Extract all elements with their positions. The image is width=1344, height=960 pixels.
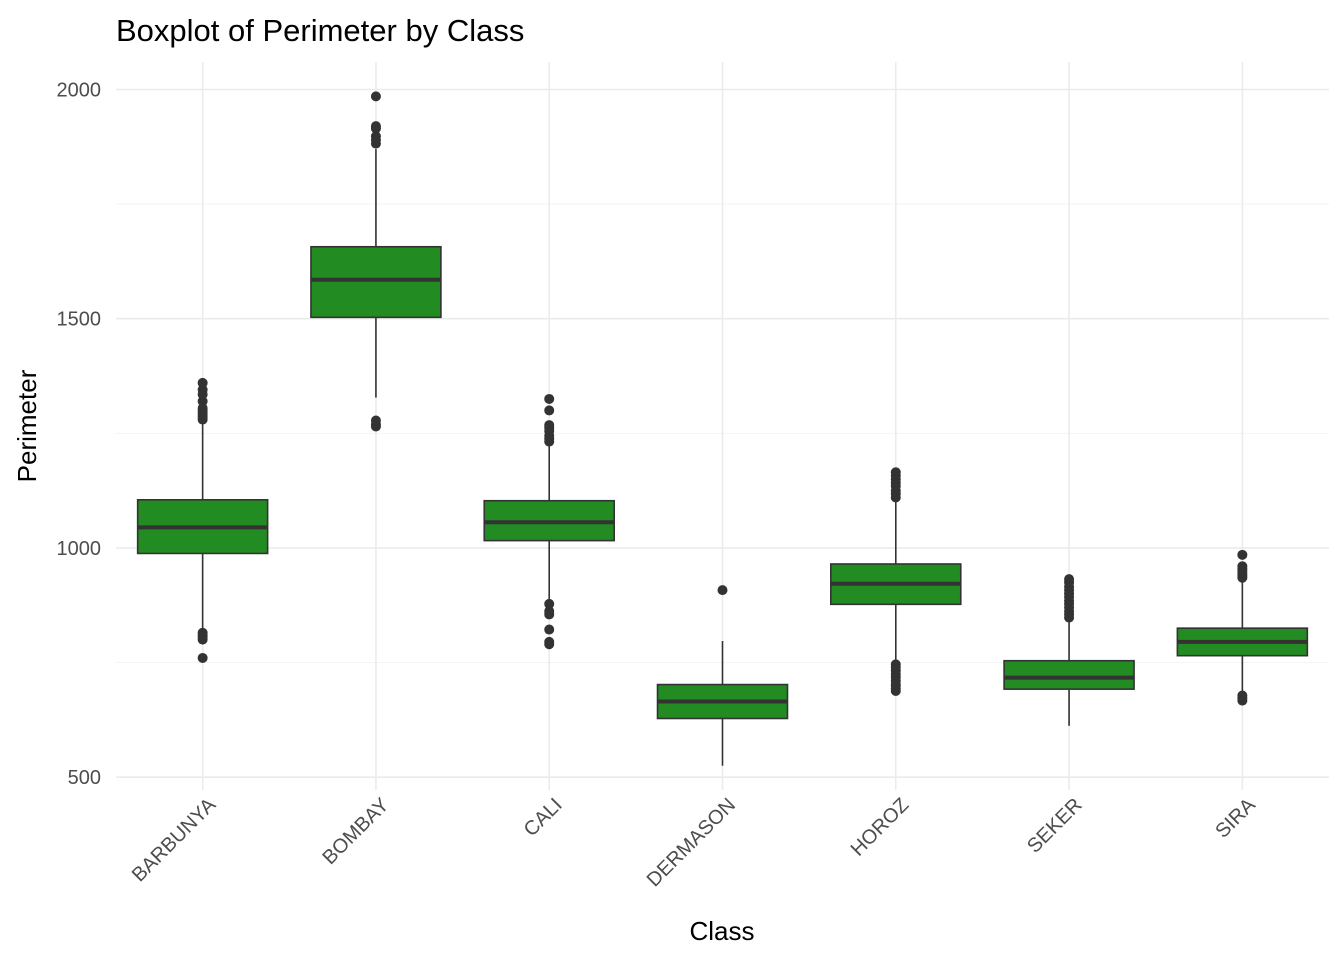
box-bombay <box>310 91 442 432</box>
x-tick-label: CALI <box>520 794 567 841</box>
outlier-point <box>890 467 901 478</box>
y-tick-label: 1500 <box>57 309 102 331</box>
x-axis-ticks: BARBUNYA BOMBAY CALI DERMASON HOROZ SEKER SIRA <box>128 794 1260 892</box>
outlier-point <box>370 131 381 142</box>
iqr-box <box>310 245 442 319</box>
outlier-point <box>890 659 901 670</box>
outlier-point <box>1237 561 1248 572</box>
outlier-point <box>197 377 208 388</box>
box-horoz <box>830 467 962 696</box>
y-tick-label: 2000 <box>57 80 102 102</box>
outlier-point <box>370 415 381 426</box>
box-cali <box>483 393 615 650</box>
x-tick-label: DERMASON <box>643 794 740 891</box>
outlier-point <box>544 606 555 617</box>
x-tick-label: SEKER <box>1023 794 1087 858</box>
outlier-point <box>197 627 208 638</box>
outlier-point <box>1064 574 1075 585</box>
outlier-point <box>197 403 208 414</box>
outlier-point <box>1237 690 1248 701</box>
y-tick-label: 500 <box>68 767 101 789</box>
y-axis-title: Perimeter <box>12 369 42 482</box>
box-barbunya <box>136 377 269 663</box>
outlier-point <box>544 405 555 416</box>
y-tick-label: 1000 <box>57 538 102 560</box>
outlier-point <box>370 91 381 102</box>
x-tick-label: BARBUNYA <box>128 794 221 887</box>
outlier-point <box>197 396 208 407</box>
outlier-point <box>197 384 208 395</box>
box-dermason <box>656 585 789 766</box>
outlier-point <box>544 420 555 431</box>
outlier-point <box>544 636 555 647</box>
iqr-box <box>1003 659 1135 690</box>
box-sira <box>1176 549 1309 706</box>
outlier-point <box>544 624 555 635</box>
x-axis-title: Class <box>689 916 754 946</box>
box-series <box>136 91 1309 766</box>
box-seker <box>1003 574 1135 726</box>
x-tick-label: SIRA <box>1211 794 1260 843</box>
outlier-point <box>717 585 728 596</box>
outlier-point <box>544 393 555 404</box>
outlier-point <box>197 652 208 663</box>
outlier-point <box>544 598 555 609</box>
outlier-point <box>370 121 381 132</box>
y-axis-ticks: 500 1000 1500 2000 <box>57 80 102 790</box>
outlier-point <box>1237 549 1248 560</box>
chart-title: Boxplot of Perimeter by Class <box>116 13 524 48</box>
x-tick-label: HOROZ <box>847 794 914 861</box>
x-tick-label: BOMBAY <box>318 794 393 869</box>
